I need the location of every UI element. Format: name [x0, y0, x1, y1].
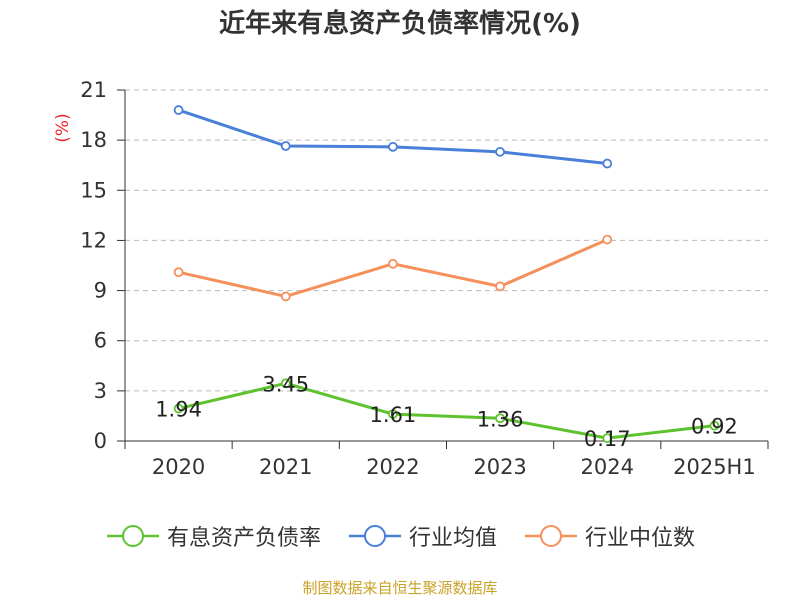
x-tick-label: 2024	[581, 455, 634, 479]
data-labels: 1.94 3.45 1.61 1.36 0.17 0.92	[155, 372, 738, 451]
data-point[interactable]	[709, 420, 720, 431]
legend-item-1[interactable]: 行业均值	[347, 520, 497, 552]
data-point[interactable]	[173, 105, 184, 115]
legend-label: 行业中位数	[585, 526, 696, 551]
y-tick-label: 12	[80, 228, 107, 252]
data-point[interactable]	[280, 291, 291, 302]
data-label: 1.94	[155, 398, 202, 422]
data-label: 1.36	[477, 407, 524, 431]
y-tick-label: 21	[80, 78, 107, 102]
data-point[interactable]	[388, 141, 398, 152]
data-point[interactable]	[388, 258, 398, 269]
y-tick-label: 18	[80, 128, 107, 152]
data-point[interactable]	[602, 234, 613, 245]
legend-line-icon	[525, 525, 577, 547]
data-point[interactable]	[495, 146, 505, 157]
legend: 有息资产负债率 行业均值 行业中位数	[0, 518, 800, 554]
series	[173, 105, 720, 444]
x-tick-label: 2020	[152, 455, 205, 479]
y-tick-label: 9	[94, 279, 107, 303]
y-tick-label: 6	[94, 329, 107, 353]
data-point[interactable]	[280, 141, 291, 151]
legend-line-icon	[348, 525, 401, 547]
data-label: 1.61	[370, 403, 417, 427]
data-point[interactable]	[602, 158, 613, 169]
data-point[interactable]	[602, 433, 613, 444]
data-point[interactable]	[173, 267, 184, 278]
y-tick-label: 15	[80, 178, 107, 202]
series-line-0	[177, 381, 716, 440]
legend-label: 有息资产负债率	[166, 526, 321, 551]
y-axis-label: (%)	[53, 113, 73, 142]
axes: 0 3 6 9 12 15 18 21 2020 2021 2022 2023 2024 2025H1	[80, 78, 769, 479]
data-label: 0.17	[584, 427, 631, 451]
data-point[interactable]	[495, 281, 505, 292]
legend-item-0[interactable]: 有息资产负债率	[105, 520, 321, 552]
data-point[interactable]	[173, 403, 184, 414]
x-tick-label: 2025H1	[673, 455, 756, 479]
grid-lines	[125, 89, 768, 392]
series-line-1	[177, 108, 609, 166]
data-point[interactable]	[388, 409, 398, 419]
chart-title: 近年来有息资产负债率情况(%)	[219, 9, 581, 39]
x-tick-label: 2021	[259, 455, 312, 479]
data-point[interactable]	[280, 378, 291, 389]
data-label: 3.45	[262, 372, 309, 396]
legend-label: 行业均值	[408, 526, 497, 551]
y-tick-label: 3	[94, 379, 107, 403]
legend-item-2[interactable]: 行业中位数	[523, 520, 695, 552]
source-note: 制图数据来自恒生聚源数据库	[302, 579, 498, 597]
x-tick-label: 2022	[366, 455, 419, 479]
data-label: 0.92	[691, 415, 738, 439]
data-point[interactable]	[495, 413, 505, 424]
y-tick-label: 0	[94, 429, 107, 453]
x-tick-label: 2023	[473, 455, 526, 479]
legend-line-icon	[106, 525, 159, 547]
